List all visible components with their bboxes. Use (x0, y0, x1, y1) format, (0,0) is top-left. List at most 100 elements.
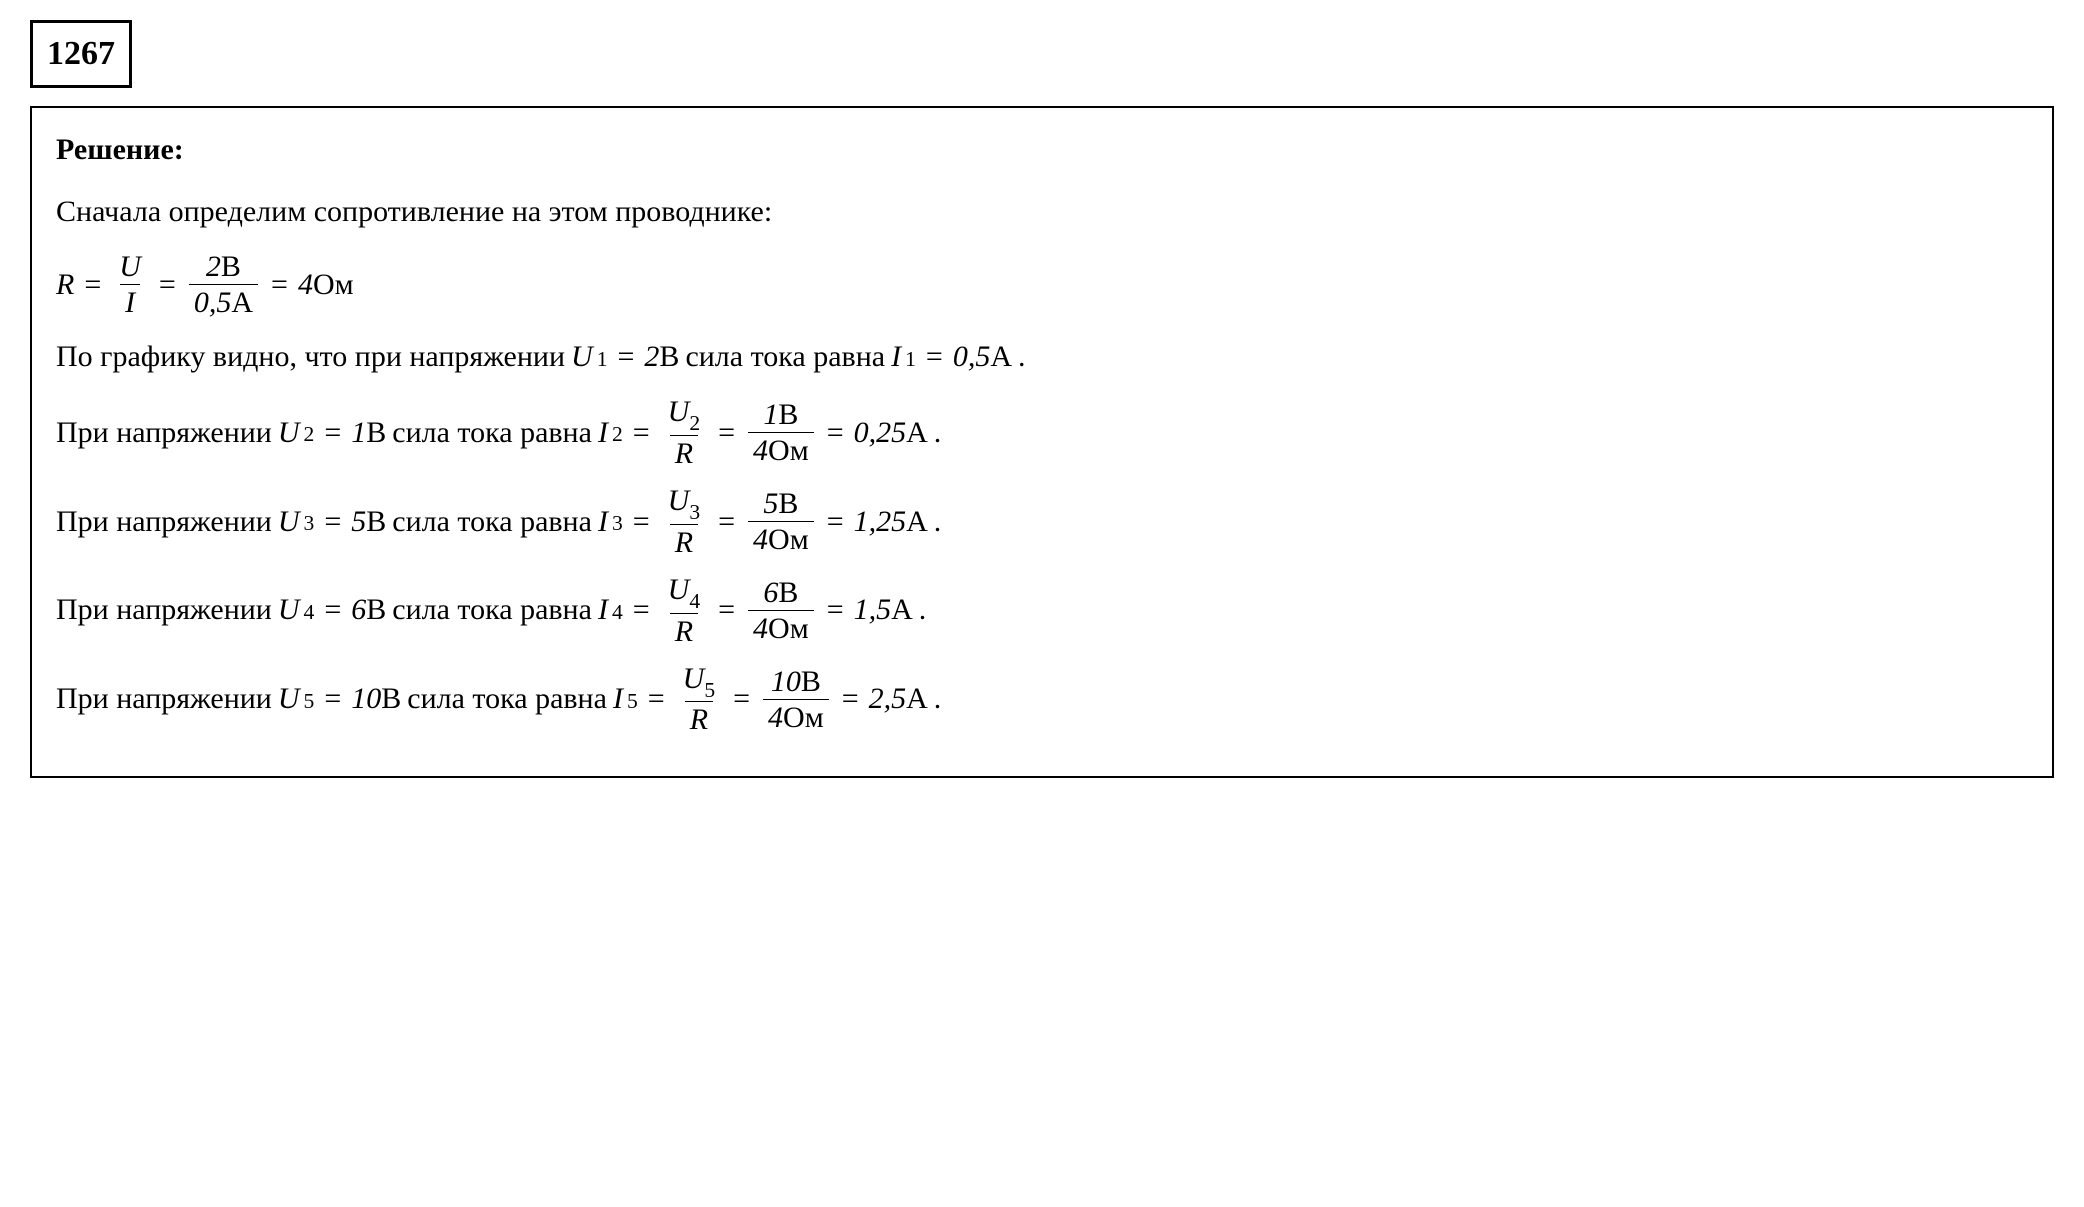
equals-sign: = (324, 409, 341, 457)
graph-text-a: По графику видно, что при напряжении (56, 333, 565, 381)
equals-sign: = (718, 586, 735, 634)
result-value: 4Ом (298, 261, 354, 309)
i1-value: 0,5А (953, 333, 1012, 381)
for-voltage-text: При напряжении (56, 498, 272, 546)
frac-u2-r: U2 R (663, 395, 705, 470)
frac-den-val: 4Ом (748, 610, 814, 645)
period: . (934, 675, 942, 723)
equals-sign: = (159, 261, 176, 309)
case-row-2: При напряжении U2 = 1В сила тока равна I… (56, 395, 2028, 470)
equals-sign: = (633, 498, 650, 546)
u5-expr: U5 = 10В (278, 675, 401, 723)
symbol-R: R (56, 261, 74, 309)
subscript-3: 3 (612, 506, 623, 541)
current-is-text: сила тока равна (392, 498, 592, 546)
equals-sign: = (842, 675, 859, 723)
frac-den-val: 4Ом (748, 432, 814, 467)
solution-title: Решение: (56, 126, 2028, 174)
fraction-UI: U I (114, 250, 146, 319)
subscript-3: 3 (304, 506, 315, 541)
u2-value: 1В (351, 409, 386, 457)
subscript-1: 1 (905, 342, 916, 377)
current-is-text: сила тока равна (407, 675, 607, 723)
frac-values-3: 5В 4Ом (748, 487, 814, 556)
frac-den: R (670, 613, 698, 648)
symbol-I: I (613, 675, 623, 723)
equals-sign: = (633, 409, 650, 457)
frac-den: R (670, 524, 698, 559)
u5-value: 10В (351, 675, 401, 723)
frac-num-val: 1В (758, 398, 803, 432)
frac-values-2: 1В 4Ом (748, 398, 814, 467)
symbol-I: I (598, 409, 608, 457)
equals-sign: = (324, 675, 341, 723)
i2-result: 0,25А (854, 409, 928, 457)
subscript-5: 5 (627, 684, 638, 719)
u1-value: 2В (644, 333, 679, 381)
equals-sign: = (718, 498, 735, 546)
subscript-5: 5 (304, 684, 315, 719)
frac-u5-r: U5 R (678, 662, 720, 737)
equals-sign: = (926, 333, 943, 381)
case-row-5: При напряжении U5 = 10В сила тока равна … (56, 662, 2028, 737)
current-is-text: сила тока равна (392, 409, 592, 457)
equals-sign: = (827, 498, 844, 546)
case-row-3: При напряжении U3 = 5В сила тока равна I… (56, 484, 2028, 559)
u3-expr: U3 = 5В (278, 498, 386, 546)
equals-sign: = (827, 409, 844, 457)
period: . (919, 586, 927, 634)
equals-sign: = (827, 586, 844, 634)
symbol-I: I (598, 498, 608, 546)
case-row-4: При напряжении U4 = 6В сила тока равна I… (56, 573, 2028, 648)
frac-u4-r: U4 R (663, 573, 705, 648)
u2-expr: U2 = 1В (278, 409, 386, 457)
graph-text-b: сила тока равна (685, 333, 885, 381)
i4-result: 1,5А (854, 586, 913, 634)
frac-den-val: 4Ом (748, 521, 814, 556)
graph-observation: По графику видно, что при напряжении U1 … (56, 333, 2028, 381)
frac-num: U3 (663, 484, 705, 524)
frac-u3-r: U3 R (663, 484, 705, 559)
u3-value: 5В (351, 498, 386, 546)
equals-sign: = (324, 586, 341, 634)
for-voltage-text: При напряжении (56, 675, 272, 723)
equals-sign: = (718, 409, 735, 457)
frac-den-val: 0,5А (189, 284, 258, 319)
frac-den: R (670, 435, 698, 470)
period: . (934, 409, 942, 457)
i3-calc: I3 = U3 R = 5В 4Ом = 1,25А (598, 484, 928, 559)
for-voltage-text: При напряжении (56, 586, 272, 634)
u4-value: 6В (351, 586, 386, 634)
frac-den: R (685, 701, 713, 736)
symbol-U: U (571, 333, 593, 381)
u4-expr: U4 = 6В (278, 586, 386, 634)
i2-calc: I2 = U2 R = 1В 4Ом = 0,25А (598, 395, 928, 470)
i4-calc: I4 = U4 R = 6В 4Ом = 1,5А (598, 573, 913, 648)
frac-num: U5 (678, 662, 720, 702)
symbol-U: U (278, 498, 300, 546)
frac-num-val: 2В (201, 250, 246, 284)
current-is-text: сила тока равна (392, 586, 592, 634)
frac-den-val: 4Ом (763, 699, 829, 734)
frac-values-5: 10В 4Ом (763, 665, 829, 734)
symbol-U: U (278, 675, 300, 723)
frac-den-I: I (120, 284, 140, 319)
equals-sign: = (618, 333, 635, 381)
equals-sign: = (271, 261, 288, 309)
equals-sign: = (648, 675, 665, 723)
subscript-4: 4 (612, 595, 623, 630)
i5-calc: I5 = U5 R = 10В 4Ом = 2,5А (613, 662, 928, 737)
solution-box: Решение: Сначала определим сопротивление… (30, 106, 2054, 778)
frac-num-val: 5В (758, 487, 803, 521)
equals-sign: = (84, 261, 101, 309)
i5-result: 2,5А (869, 675, 928, 723)
period: . (934, 498, 942, 546)
frac-num: U4 (663, 573, 705, 613)
equals-sign: = (324, 498, 341, 546)
symbol-U: U (278, 586, 300, 634)
fraction-values: 2В 0,5А (189, 250, 258, 319)
frac-num-val: 10В (766, 665, 826, 699)
u1-expr: U1 = 2В (571, 333, 679, 381)
subscript-4: 4 (304, 595, 315, 630)
symbol-U: U (278, 409, 300, 457)
